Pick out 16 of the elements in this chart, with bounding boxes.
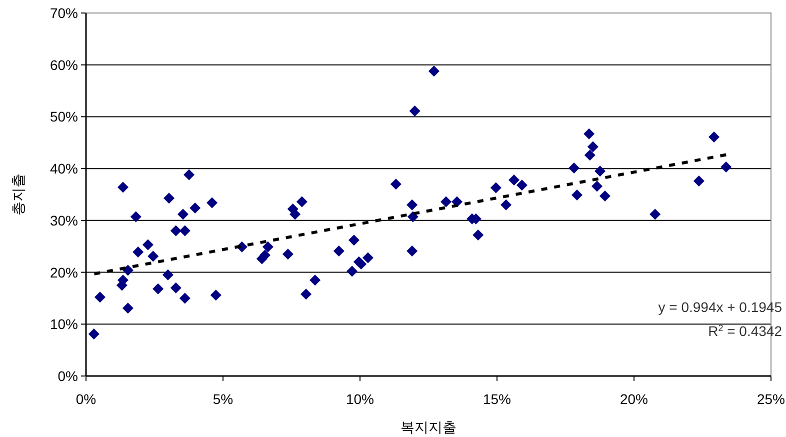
y-tick-label: 20% bbox=[50, 264, 78, 280]
x-tick-label: 15% bbox=[482, 391, 512, 407]
y-tick-label: 0% bbox=[58, 368, 78, 384]
x-tick-label: 25% bbox=[756, 391, 786, 407]
y-tick-label: 40% bbox=[50, 160, 78, 177]
x-tick-label: 0% bbox=[76, 391, 96, 407]
y-tick-label: 50% bbox=[50, 108, 78, 125]
x-axis-title: 복지지출 bbox=[400, 419, 456, 435]
x-tick-label: 20% bbox=[620, 391, 648, 407]
y-axis-title: 총지출 bbox=[10, 174, 26, 216]
x-tick-label: 5% bbox=[212, 391, 234, 407]
y-tick-label: 10% bbox=[50, 316, 78, 332]
y-tick-label: 70% bbox=[50, 5, 78, 21]
y-tick-label: 60% bbox=[50, 56, 78, 73]
y-tick-label: 30% bbox=[50, 212, 78, 228]
x-tick-label: 10% bbox=[346, 391, 374, 407]
